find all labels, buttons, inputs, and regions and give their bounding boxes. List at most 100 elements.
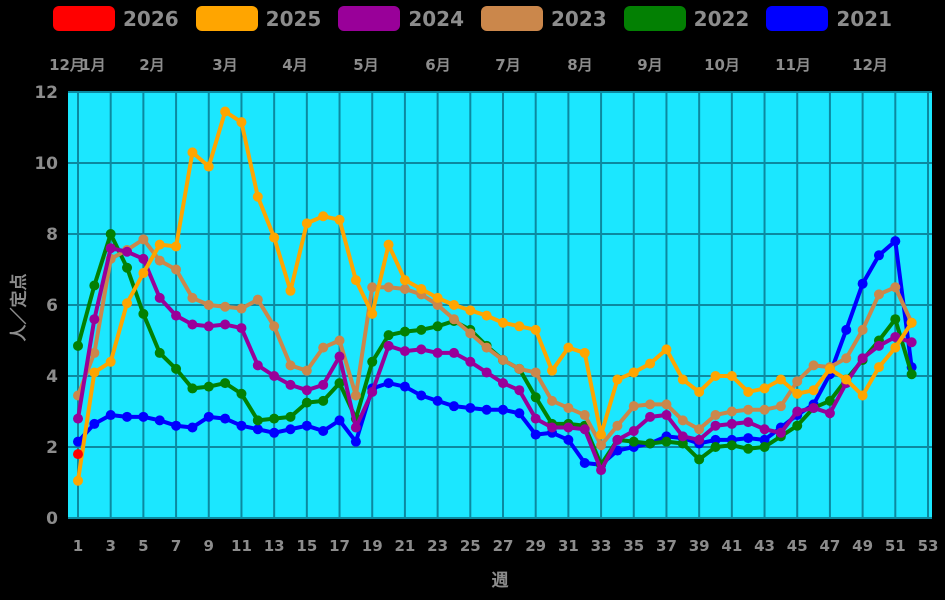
series-2023[interactable] xyxy=(73,234,917,451)
svg-text:12: 12 xyxy=(34,83,58,103)
legend-label: 2024 xyxy=(408,6,464,31)
data-point-2024-w44 xyxy=(775,427,786,438)
svg-text:31: 31 xyxy=(558,537,579,555)
data-point-2021-w17 xyxy=(334,415,345,426)
data-point-2023-w35 xyxy=(628,401,639,412)
data-point-2023-w5 xyxy=(138,234,149,245)
data-point-2022-w23 xyxy=(432,321,443,332)
data-point-2023-w18 xyxy=(350,390,361,401)
data-point-2024-w43 xyxy=(759,424,770,435)
series-2024[interactable] xyxy=(73,243,917,476)
data-point-2025-w22 xyxy=(416,284,427,295)
data-point-2021-w31 xyxy=(563,434,574,445)
data-point-2021-w49 xyxy=(857,278,868,289)
data-point-2025-w49 xyxy=(857,390,868,401)
legend-color-chip xyxy=(481,6,543,31)
legend-label: 2023 xyxy=(551,6,607,31)
data-point-2021-w32 xyxy=(579,457,590,468)
svg-text:33: 33 xyxy=(591,537,612,555)
data-point-2025-w52 xyxy=(906,317,917,328)
data-point-2022-w51 xyxy=(890,314,901,325)
legend-label: 2021 xyxy=(836,6,893,31)
data-point-2021-w51 xyxy=(890,236,901,247)
data-point-2024-w33 xyxy=(596,465,607,476)
data-point-2021-w7 xyxy=(171,420,182,431)
data-point-2024-w11 xyxy=(236,323,247,334)
data-point-2021-w43 xyxy=(759,434,770,445)
month-label: 1月 xyxy=(80,56,106,74)
data-point-2025-w46 xyxy=(808,385,819,396)
data-point-2021-w28 xyxy=(514,408,525,419)
data-point-2023-w21 xyxy=(399,284,410,295)
data-point-2025-w24 xyxy=(448,300,459,310)
data-point-2024-w19 xyxy=(367,386,378,397)
data-point-2025-w33 xyxy=(596,429,607,440)
data-point-2024-w49 xyxy=(857,353,868,364)
data-point-2022-w12 xyxy=(252,415,263,426)
series-2026[interactable] xyxy=(73,449,83,460)
data-point-2024-w23 xyxy=(432,347,443,358)
data-point-2022-w9 xyxy=(203,381,214,392)
data-point-2023-w8 xyxy=(187,292,198,303)
data-point-2023-w24 xyxy=(448,314,459,325)
legend-item-2022[interactable]: 2022 xyxy=(623,6,749,31)
data-point-2025-w14 xyxy=(285,285,296,296)
data-point-2025-w19 xyxy=(367,308,378,319)
data-point-2024-w26 xyxy=(481,367,492,378)
data-point-2022-w19 xyxy=(367,356,378,367)
data-point-2025-w45 xyxy=(792,388,803,399)
data-point-2025-w31 xyxy=(563,342,574,353)
data-point-2022-w40 xyxy=(710,442,721,452)
data-point-2023-w38 xyxy=(677,415,688,426)
data-point-2023-w17 xyxy=(334,335,345,346)
legend-item-2024[interactable]: 2024 xyxy=(338,6,464,31)
month-label: 6月 xyxy=(425,56,451,74)
data-point-2021-w10 xyxy=(220,413,231,424)
data-point-2022-w14 xyxy=(285,411,296,422)
svg-text:6: 6 xyxy=(46,296,58,316)
data-point-2025-w35 xyxy=(628,367,639,378)
month-label: 4月 xyxy=(282,56,308,74)
data-point-2021-w20 xyxy=(383,378,394,389)
data-point-2021-w12 xyxy=(252,424,263,435)
data-point-2024-w42 xyxy=(743,417,754,428)
data-point-2025-w47 xyxy=(824,363,835,374)
data-point-2022-w6 xyxy=(154,347,165,358)
data-point-2024-w18 xyxy=(350,422,361,433)
month-label: 8月 xyxy=(567,56,593,74)
legend-color-chip xyxy=(623,6,686,31)
month-label: 2月 xyxy=(139,56,165,74)
data-point-2025-w43 xyxy=(759,383,770,394)
data-point-2025-w27 xyxy=(498,317,508,328)
data-point-2023-w13 xyxy=(269,321,280,332)
data-point-2024-w8 xyxy=(187,319,198,330)
data-point-2022-w7 xyxy=(171,363,182,374)
data-point-2022-w42 xyxy=(743,443,754,454)
legend-item-2025[interactable]: 2025 xyxy=(195,6,322,31)
data-point-2023-w2 xyxy=(89,347,100,358)
legend-item-2026[interactable]: 2026 xyxy=(52,6,179,31)
data-point-2024-w31 xyxy=(563,422,574,433)
data-point-2025-w17 xyxy=(334,214,345,225)
data-point-2022-w3 xyxy=(105,229,116,239)
legend-item-2021[interactable]: 2021 xyxy=(766,6,892,31)
month-label: 12月 xyxy=(49,56,85,74)
data-point-2025-w21 xyxy=(399,275,410,286)
data-point-2021-w42 xyxy=(743,433,754,444)
data-point-2025-w4 xyxy=(122,298,133,309)
data-point-2024-w41 xyxy=(726,418,737,429)
data-point-2023-w51 xyxy=(890,282,901,293)
data-point-2025-w18 xyxy=(350,275,361,286)
data-point-2024-w13 xyxy=(269,371,280,381)
data-point-2022-w20 xyxy=(383,330,394,341)
x-axis-title: 週 xyxy=(491,571,509,591)
data-point-2022-w41 xyxy=(726,440,737,451)
data-point-2022-w11 xyxy=(236,388,247,399)
legend-item-2023[interactable]: 2023 xyxy=(481,6,607,31)
data-point-2023-w14 xyxy=(285,360,296,371)
month-label: 10月 xyxy=(704,56,740,74)
data-point-2025-w51 xyxy=(890,342,901,353)
legend-label: 2025 xyxy=(265,6,322,31)
series-2025[interactable] xyxy=(73,106,917,486)
